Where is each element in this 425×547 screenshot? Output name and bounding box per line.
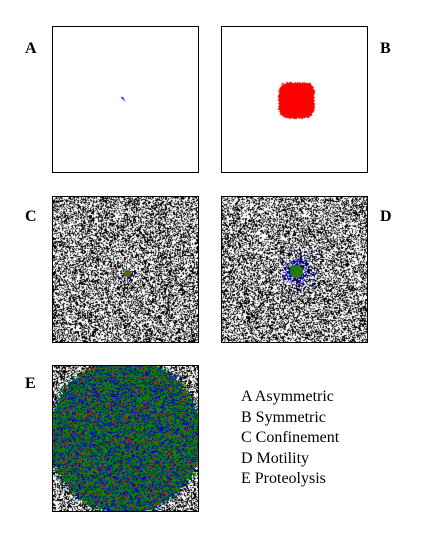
panel-label-c: C xyxy=(25,208,37,225)
legend-item-confinement: C Confinement xyxy=(241,429,340,446)
simulation-canvas-b xyxy=(222,27,367,172)
legend-item-asymmetric: A Asymmetric xyxy=(241,388,334,405)
simulation-canvas-e xyxy=(53,366,198,511)
panel-a-asymmetric xyxy=(52,26,199,173)
simulation-canvas-d xyxy=(222,197,367,342)
panel-e-proteolysis xyxy=(52,365,199,512)
simulation-canvas-c xyxy=(53,197,198,342)
panel-label-b: B xyxy=(380,40,391,57)
panel-b-symmetric xyxy=(221,26,368,173)
panel-label-e: E xyxy=(25,375,36,392)
panel-c-confinement xyxy=(52,196,199,343)
panel-label-a: A xyxy=(25,40,37,57)
legend-item-symmetric: B Symmetric xyxy=(241,408,326,426)
panel-label-d: D xyxy=(380,208,392,225)
legend: A Asymmetric B Symmetric C Confinement D… xyxy=(241,387,339,490)
panel-d-motility xyxy=(221,196,368,343)
simulation-canvas-a xyxy=(53,27,198,172)
legend-item-proteolysis: E Proteolysis xyxy=(241,470,326,487)
legend-item-motility: D Motility xyxy=(241,449,310,467)
